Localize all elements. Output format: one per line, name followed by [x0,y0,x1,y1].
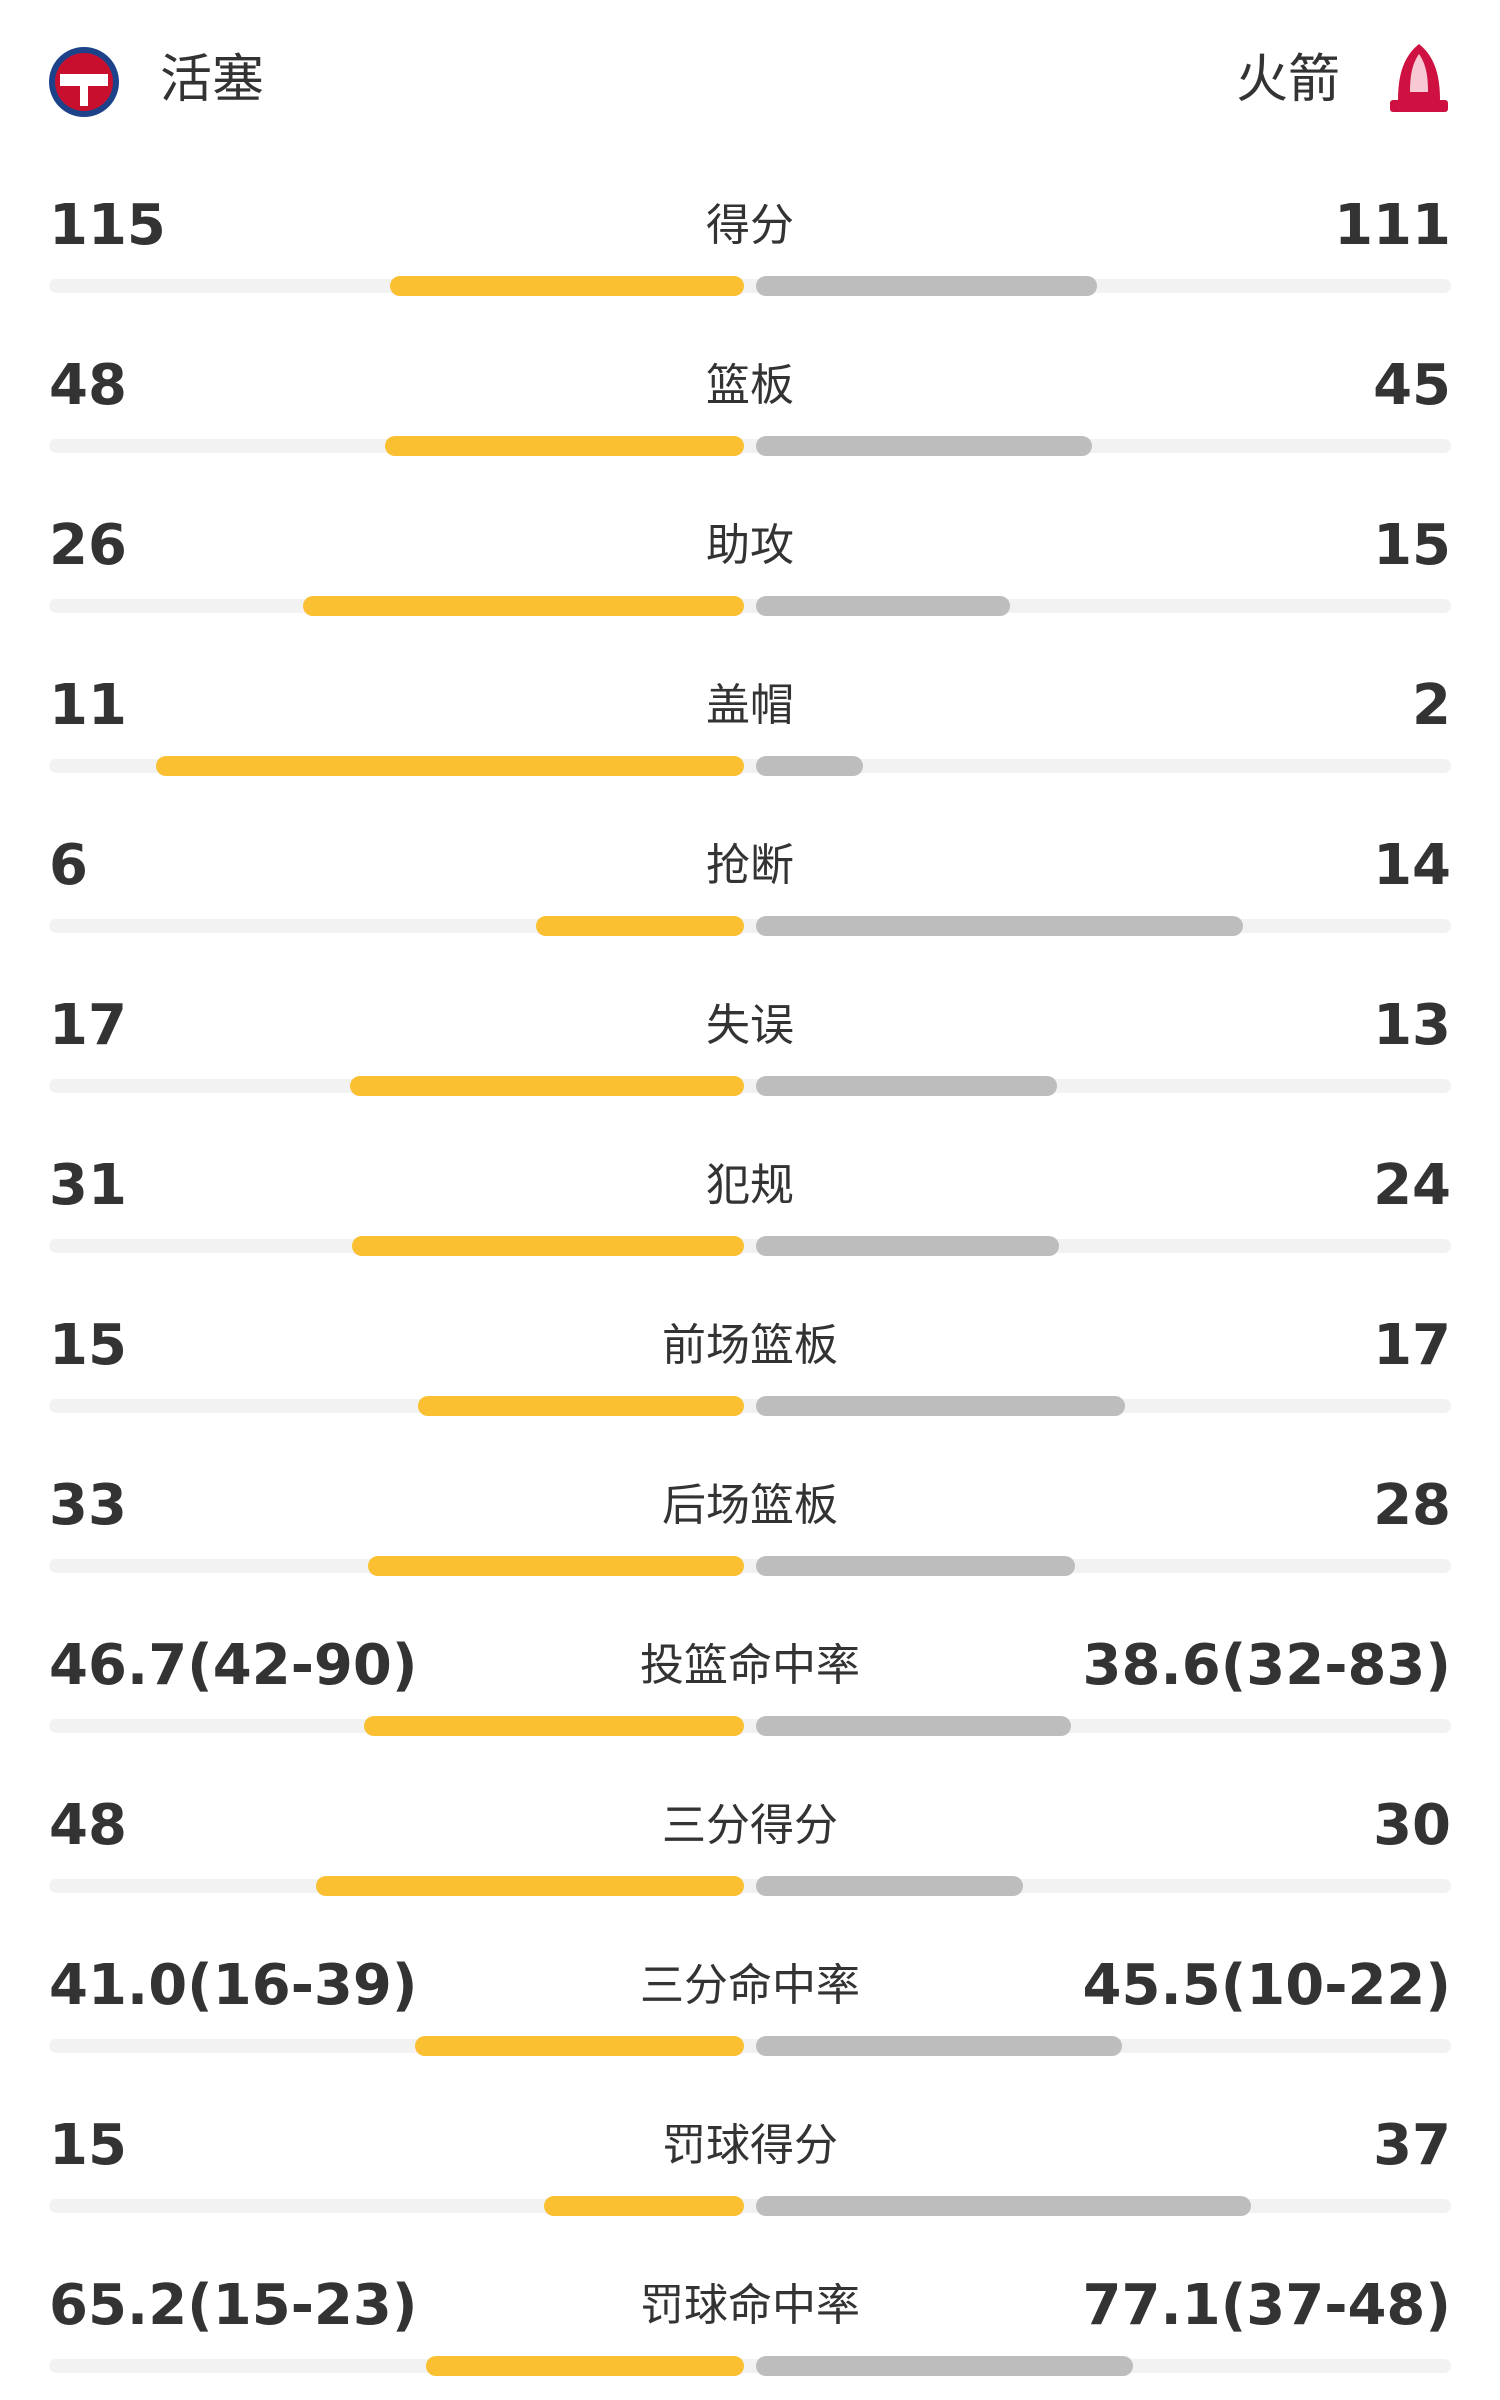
home-bar [368,1556,744,1576]
away-team: 火箭 [1235,50,1340,110]
stat-label: 失误 [706,1000,794,1051]
left-value: 17 [49,993,127,1058]
bar-track [49,279,1451,293]
home-bar [352,1236,744,1256]
left-value: 11 [49,673,127,738]
away-bar [756,1236,1060,1256]
left-value: 31 [49,1153,127,1218]
left-value: 48 [49,1793,127,1858]
left-value: 33 [49,1473,127,1538]
stat-label: 篮板 [706,360,794,411]
bar-track [49,1239,1451,1253]
home-logo [49,47,119,117]
stat-label: 盖帽 [706,680,794,731]
home-bar [418,1396,744,1416]
away-bar [756,756,863,776]
home-bar [390,276,744,296]
bar-track [49,2359,1451,2373]
right-value: 24 [1373,1153,1451,1218]
bar-track [49,439,1451,453]
away-bar [756,1876,1024,1896]
left-value: 48 [49,353,127,418]
stat-label: 得分 [706,200,794,251]
right-value: 38.6(32-83) [1082,1633,1451,1698]
right-value: 30 [1373,1793,1451,1858]
away-bar [756,1076,1058,1096]
left-value: 26 [49,513,127,578]
home-bar [414,2036,744,2056]
away-bar [756,596,1011,616]
right-value: 45.5(10-22) [1082,1953,1451,2018]
away-bar [756,1556,1076,1576]
bar-track [49,599,1451,613]
home-bar [350,1076,744,1096]
stat-label: 后场篮板 [662,1480,838,1531]
stat-label: 罚球命中率 [640,2280,860,2331]
right-value: 28 [1373,1473,1451,1538]
home-bar [155,756,744,776]
right-value: 77.1(37-48) [1082,2273,1451,2338]
stat-label: 投篮命中率 [640,1640,860,1691]
away-bar [756,276,1098,296]
home-bar [303,596,744,616]
away-bar [756,1396,1126,1416]
right-value: 37 [1373,2113,1451,2178]
bar-track [49,1079,1451,1093]
home-bar [385,436,744,456]
left-value: 15 [49,1313,127,1378]
away-logo [1390,44,1448,112]
stat-label: 抢断 [706,840,794,891]
stat-label: 三分命中率 [640,1960,860,2011]
away-bar [756,436,1093,456]
stat-label: 罚球得分 [662,2120,838,2171]
right-value: 45 [1373,353,1451,418]
stat-label: 助攻 [706,520,794,571]
away-bar [756,2356,1133,2376]
stat-label: 三分得分 [662,1800,838,1851]
stat-label: 犯规 [706,1160,794,1211]
bar-track [49,1719,1451,1733]
bar-track [49,1559,1451,1573]
left-value: 46.7(42-90) [49,1633,418,1698]
home-bar [543,2196,744,2216]
right-value: 15 [1373,513,1451,578]
right-value: 13 [1373,993,1451,1058]
left-value: 115 [49,193,166,258]
bar-track [49,2039,1451,2053]
home-bar [316,1876,744,1896]
left-value: 41.0(16-39) [49,1953,418,2018]
away-bar [756,916,1243,936]
home-bar [363,1716,744,1736]
home-bar [535,916,744,936]
home-team: 活塞 [160,50,265,110]
bar-track [49,1399,1451,1413]
away-bar [756,1716,1071,1736]
right-value: 2 [1412,673,1451,738]
right-value: 17 [1373,1313,1451,1378]
left-value: 65.2(15-23) [49,2273,418,2338]
right-value: 14 [1373,833,1451,898]
stat-label: 前场篮板 [662,1320,838,1371]
home-bar [425,2356,744,2376]
bar-track [49,1879,1451,1893]
away-bar [756,2036,1122,2056]
left-value: 6 [49,833,88,898]
left-value: 15 [49,2113,127,2178]
right-value: 111 [1334,193,1451,258]
away-bar [756,2196,1251,2216]
